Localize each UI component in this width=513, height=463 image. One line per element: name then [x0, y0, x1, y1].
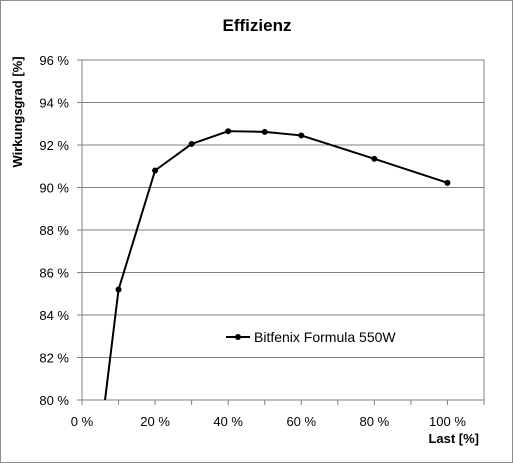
legend-label: Bitfenix Formula 550W — [254, 329, 396, 345]
data-point-40 — [225, 128, 232, 135]
data-point-60 — [298, 132, 305, 139]
data-point-50 — [261, 128, 268, 135]
data-point-30 — [188, 140, 195, 147]
data-point-100 — [444, 179, 451, 186]
x-tick-label-40: 40 % — [213, 414, 243, 429]
x-tick-label-0: 0 % — [71, 414, 94, 429]
data-point-10 — [115, 286, 122, 293]
y-axis-title: Wirkungsgrad [%] — [10, 56, 25, 167]
legend-point-marker — [235, 334, 241, 340]
x-tick-label-60: 60 % — [286, 414, 316, 429]
y-tick-label-86: 86 % — [39, 266, 69, 281]
x-tick-label-80: 80 % — [360, 414, 390, 429]
x-axis-title: Last [%] — [428, 431, 479, 446]
series-group — [104, 128, 451, 401]
y-tick-label-80: 80 % — [39, 393, 69, 408]
y-tick-label-88: 88 % — [39, 223, 69, 238]
y-tick-label-82: 82 % — [39, 351, 69, 366]
y-tick-label-84: 84 % — [39, 308, 69, 323]
y-tick-label-94: 94 % — [39, 96, 69, 111]
y-tick-label-90: 90 % — [39, 181, 69, 196]
chart-title: Effizienz — [223, 16, 292, 35]
grid-lines — [82, 59, 484, 401]
y-tick-label-96: 96 % — [39, 53, 69, 68]
legend: Bitfenix Formula 550W — [226, 329, 396, 345]
data-point-80 — [371, 155, 378, 162]
y-axis-ticks: 80 % 82 % 84 % 86 % 88 % 90 % 92 % 94 % 96 % — [39, 53, 82, 408]
y-tick-label-92: 92 % — [39, 138, 69, 153]
x-axis-ticks: 0 % 20 % 40 % 60 % 80 % 100 % — [71, 400, 485, 429]
x-tick-label-100: 100 % — [429, 414, 466, 429]
x-tick-label-20: 20 % — [140, 414, 170, 429]
data-point-20 — [152, 167, 159, 174]
